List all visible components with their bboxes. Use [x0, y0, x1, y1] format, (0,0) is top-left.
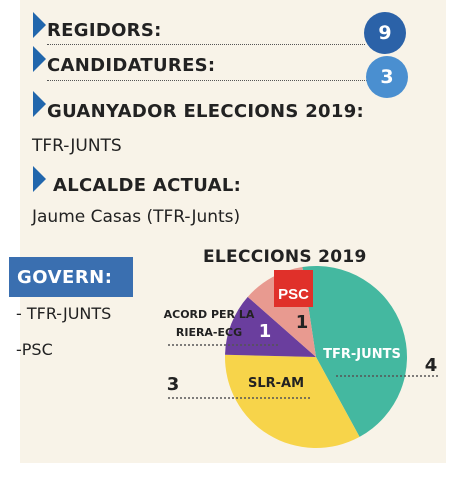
slice-tfr-junts [302, 266, 407, 437]
value-label-slr: 3 [167, 374, 180, 395]
psc-logo-icon [274, 270, 313, 307]
slice-label-acord-line1: ACORD PER LA [164, 308, 255, 321]
mayor-value: Jaume Casas (TFR-Junts) [32, 207, 241, 227]
winner-label: GUANYADOR ELECCIONS 2019: [47, 101, 365, 122]
mayor-label: ALCALDE ACTUAL: [53, 175, 242, 196]
psc-logo-text: PSC [278, 286, 309, 303]
slice-label-tfr: TFR-JUNTS [323, 347, 401, 362]
value-label-tfr: 4 [425, 355, 438, 376]
slice-label-acord-line2: RIERA-ECG [176, 326, 242, 339]
winner-value: TFR-JUNTS [32, 136, 122, 156]
candidatures-count-badge: 3 [366, 56, 408, 98]
slice-slr-am [224, 354, 360, 448]
slice-label-slr: SLR-AM [248, 376, 304, 391]
regidors-count-badge: 9 [364, 12, 406, 54]
regidors-marker-icon [33, 12, 46, 38]
candidatures-divider [47, 80, 367, 81]
value-label-acord: 1 [259, 321, 272, 342]
mayor-marker-icon [33, 166, 46, 192]
govern-item-psc: -PSC [16, 340, 53, 359]
candidatures-label: CANDIDATURES: [47, 55, 216, 76]
govern-label: GOVERN: [9, 257, 133, 297]
regidors-label: REGIDORS: [47, 20, 162, 41]
value-label-psc: 1 [296, 312, 309, 333]
slice-acord [225, 296, 316, 357]
govern-item-tfr: - TFR-JUNTS [16, 304, 112, 323]
winner-marker-icon [33, 91, 46, 117]
regidors-divider [47, 44, 365, 45]
candidatures-marker-icon [33, 46, 46, 72]
chart-title: ELECCIONS 2019 [203, 247, 367, 267]
